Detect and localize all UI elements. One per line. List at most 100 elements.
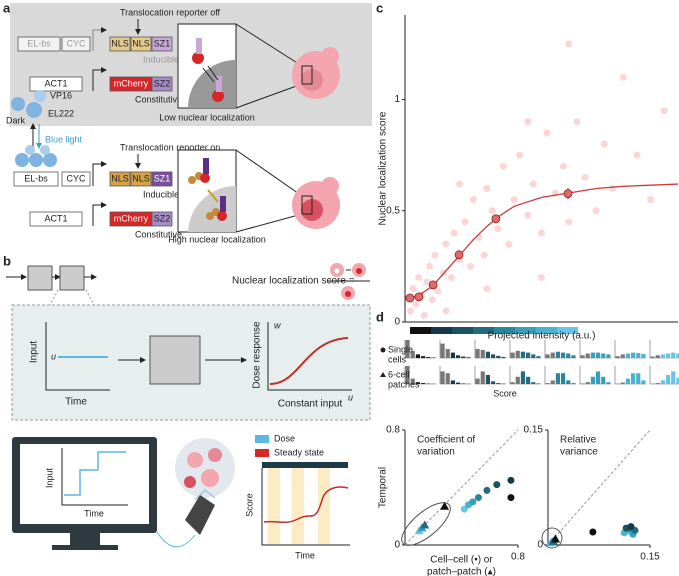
point bbox=[633, 151, 641, 159]
label: Constitutive bbox=[135, 94, 182, 104]
hist-axis bbox=[544, 366, 576, 385]
gene-part: CYC bbox=[66, 173, 86, 183]
label: Inducible bbox=[143, 54, 179, 64]
hist-bar bbox=[410, 350, 415, 358]
gene-part: NLS bbox=[111, 38, 129, 48]
point bbox=[573, 118, 581, 126]
hist-axis bbox=[404, 340, 436, 359]
point bbox=[493, 481, 501, 489]
label: High nuclear localization bbox=[168, 234, 266, 244]
hist-axis bbox=[474, 340, 506, 359]
hist-bar bbox=[561, 352, 566, 358]
point bbox=[524, 118, 532, 126]
point bbox=[420, 520, 430, 529]
hist-bar bbox=[450, 380, 455, 384]
hist-bar bbox=[580, 355, 585, 358]
axis-label: Score bbox=[244, 493, 254, 517]
hist-bar bbox=[606, 382, 611, 384]
hist-bar bbox=[590, 376, 595, 384]
hist-bar bbox=[571, 383, 576, 384]
hist-bar bbox=[501, 356, 506, 358]
hist-bar bbox=[596, 352, 601, 358]
hist-bar bbox=[545, 354, 550, 358]
hist-bar bbox=[485, 351, 490, 358]
axis-label: Time bbox=[84, 508, 104, 518]
x-axis-label: patch–patch (▴) bbox=[427, 567, 496, 576]
hist-bar bbox=[421, 356, 426, 358]
point bbox=[426, 262, 434, 270]
hist-axis bbox=[404, 366, 436, 385]
axis-label: Time bbox=[65, 397, 87, 408]
hist-bar bbox=[666, 353, 671, 358]
point bbox=[414, 292, 424, 302]
panel-label: a bbox=[3, 0, 11, 15]
point bbox=[529, 180, 537, 188]
gene-part: NLS bbox=[132, 173, 150, 183]
point bbox=[483, 185, 491, 193]
gene-part: SZ1 bbox=[154, 38, 171, 48]
point bbox=[565, 40, 573, 48]
point bbox=[428, 296, 436, 304]
point bbox=[440, 501, 450, 510]
legend-marker bbox=[380, 372, 386, 377]
hist-bar bbox=[445, 373, 450, 384]
point bbox=[589, 528, 597, 536]
hist-bar bbox=[666, 375, 671, 384]
chart-title: Coefficient of bbox=[417, 435, 475, 446]
legend-label: Steady state bbox=[274, 447, 324, 457]
hist-bar bbox=[620, 354, 625, 358]
colorbar-segment bbox=[557, 327, 578, 334]
hist-bar bbox=[566, 380, 571, 384]
point bbox=[415, 274, 423, 282]
hist-bar bbox=[555, 351, 560, 358]
highlight-circle bbox=[541, 527, 563, 549]
label: Dark bbox=[6, 115, 26, 125]
label: Inducible bbox=[143, 189, 179, 199]
hist-axis bbox=[439, 340, 471, 359]
hist-axis bbox=[579, 340, 611, 359]
label: w bbox=[274, 320, 281, 330]
point bbox=[608, 185, 616, 193]
hist-bar bbox=[601, 353, 606, 358]
label: EL222 bbox=[48, 108, 74, 118]
point bbox=[543, 129, 551, 137]
gene-part: SZ2 bbox=[154, 213, 171, 223]
hist-bar bbox=[510, 382, 515, 384]
colorbar-segment bbox=[536, 327, 557, 334]
panel-label: d bbox=[376, 309, 384, 324]
point bbox=[450, 229, 458, 237]
panel-a: Translocation reporter off EL-bs CYC NLS… bbox=[6, 3, 372, 244]
point bbox=[550, 534, 560, 543]
x-axis-label: Projected intensity (a.u.) bbox=[488, 331, 596, 342]
point bbox=[600, 140, 608, 148]
colorbar-segment bbox=[410, 327, 431, 334]
hist-bar bbox=[531, 382, 536, 384]
gene-part: ACT1 bbox=[44, 78, 67, 88]
hist-bar bbox=[655, 355, 660, 358]
hist-bar bbox=[676, 353, 679, 358]
hist-bar bbox=[590, 352, 595, 358]
point bbox=[505, 240, 513, 248]
axis-label: Time bbox=[295, 550, 315, 560]
hist-bar bbox=[550, 352, 555, 358]
colorbar-segment bbox=[473, 327, 494, 334]
hist-bar bbox=[536, 356, 541, 358]
point bbox=[434, 287, 442, 295]
point bbox=[405, 293, 415, 303]
label: VP16 bbox=[50, 90, 72, 100]
y-tick-label: 0 bbox=[394, 317, 400, 328]
axis-label: Input bbox=[29, 341, 40, 363]
point bbox=[469, 196, 477, 204]
point bbox=[563, 189, 573, 199]
point bbox=[483, 486, 491, 494]
hist-axis bbox=[579, 366, 611, 385]
hist-bar bbox=[636, 352, 641, 358]
point bbox=[516, 151, 524, 159]
highlight-ellipse bbox=[401, 502, 451, 546]
point bbox=[442, 307, 450, 315]
colorbar-segment bbox=[452, 327, 473, 334]
point bbox=[420, 311, 428, 319]
hist-bar bbox=[650, 356, 655, 358]
hist-bar bbox=[405, 366, 410, 384]
